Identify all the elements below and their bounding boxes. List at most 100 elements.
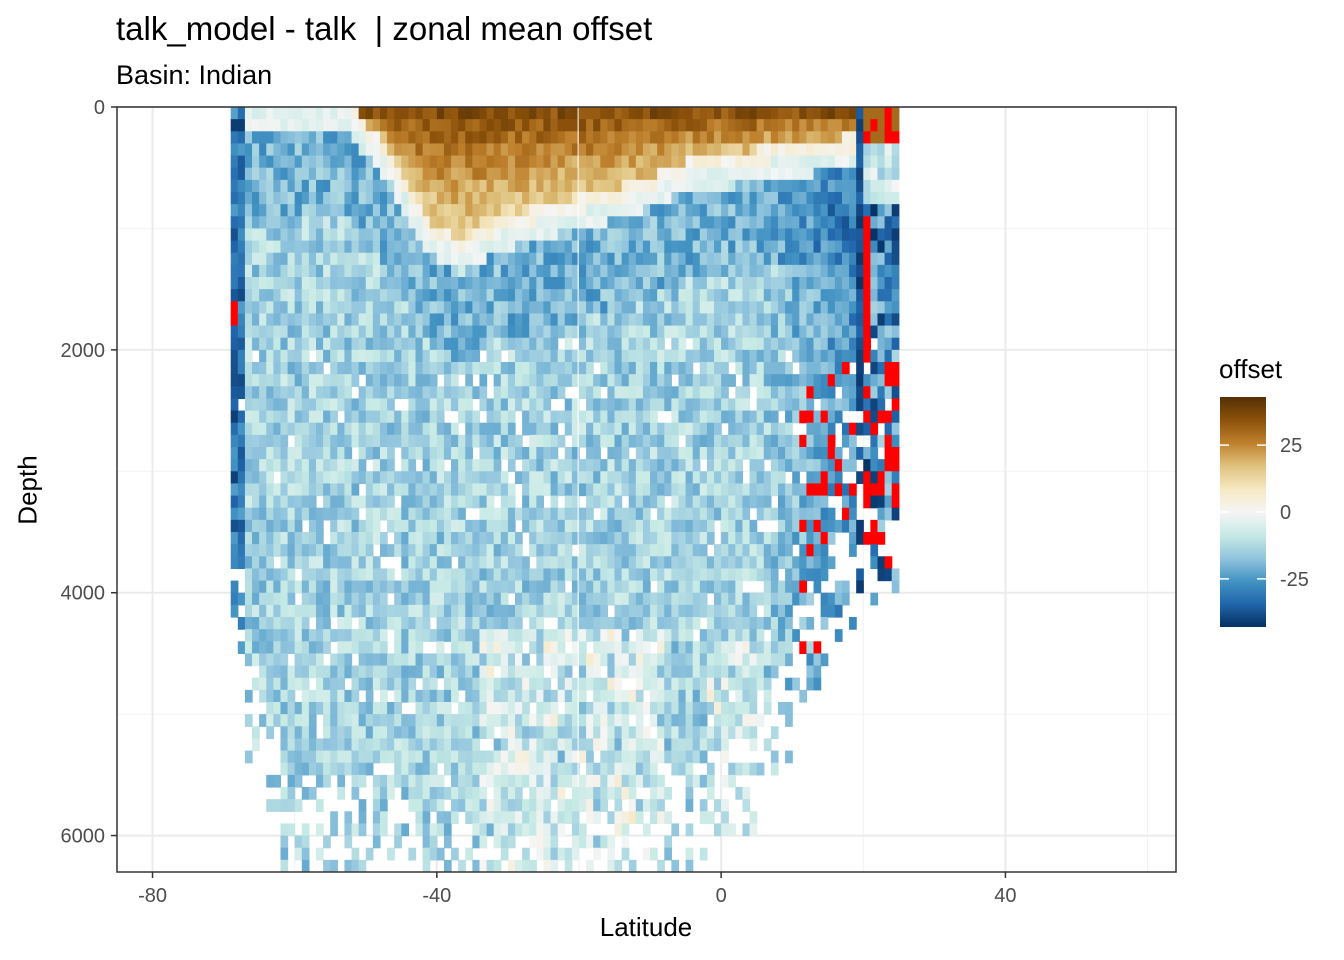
heatmap-cell [344, 507, 353, 521]
heatmap-cell [777, 702, 786, 715]
heatmap-cell [671, 483, 680, 497]
heatmap-cell [657, 519, 665, 533]
heatmap-cell [664, 641, 672, 655]
heatmap-cell [557, 750, 566, 764]
heatmap-cell [877, 495, 886, 509]
heatmap-cell [379, 374, 388, 387]
heatmap-cell [486, 617, 495, 630]
heatmap-cell [280, 847, 289, 861]
heatmap-cell [834, 313, 843, 327]
heatmap-cell [351, 726, 360, 740]
heatmap-cell [337, 532, 346, 545]
heatmap-cell [806, 277, 815, 290]
heatmap-cell [756, 192, 765, 205]
heatmap-cell [642, 422, 651, 436]
heatmap-cell [543, 167, 552, 181]
heatmap-cell [550, 167, 559, 181]
heatmap-cell [742, 216, 751, 230]
heatmap-cell [458, 787, 466, 800]
heatmap-cell [792, 119, 800, 132]
heatmap-cell [607, 216, 616, 230]
heatmap-cell [749, 568, 758, 582]
heatmap-cell [372, 313, 381, 327]
heatmap-cell [841, 277, 850, 290]
heatmap-cell [244, 107, 253, 120]
heatmap-cell [578, 349, 587, 363]
heatmap-cell [273, 532, 282, 545]
heatmap-cell [337, 459, 346, 472]
heatmap-cell [870, 459, 879, 472]
heatmap-cell [564, 398, 573, 412]
heatmap-cell [358, 167, 367, 181]
heatmap-cell [372, 507, 381, 521]
heatmap-cell [785, 617, 793, 630]
heatmap-cell [458, 179, 466, 193]
heatmap-cell [699, 410, 708, 424]
heatmap-cell [387, 774, 395, 788]
heatmap-cell [650, 240, 658, 254]
heatmap-cell [770, 459, 779, 472]
heatmap-cell [280, 459, 289, 472]
heatmap-cell [849, 386, 857, 400]
heatmap-cell [344, 580, 353, 594]
heatmap-cell [685, 264, 694, 278]
heatmap-cell [671, 204, 680, 217]
heatmap-cell [294, 155, 303, 169]
heatmap-cell [472, 362, 481, 375]
heatmap-cell [493, 301, 502, 315]
heatmap-cell [820, 544, 829, 557]
heatmap-cell [571, 240, 580, 254]
heatmap-cell [714, 264, 722, 278]
heatmap-cell [728, 568, 736, 582]
heatmap-cell [635, 774, 644, 788]
heatmap-cell [834, 580, 843, 594]
heatmap-cell [316, 131, 324, 145]
heatmap-cell [841, 107, 850, 120]
heatmap-cell [515, 774, 523, 788]
heatmap-cell [564, 422, 573, 436]
heatmap-cell [678, 119, 687, 132]
heatmap-cell [529, 592, 537, 606]
heatmap-cell [657, 264, 665, 278]
heatmap-cell [244, 119, 253, 132]
heatmap-cell [806, 337, 815, 351]
heatmap-cell [372, 143, 381, 157]
heatmap-cell [657, 337, 665, 351]
heatmap-cell [813, 325, 822, 339]
heatmap-cell [806, 240, 815, 254]
heatmap-cell [820, 386, 829, 400]
heatmap-cell [721, 568, 729, 582]
heatmap-cell [500, 847, 509, 861]
heatmap-cell [443, 216, 452, 230]
heatmap-cell [301, 702, 310, 715]
heatmap-cell [564, 714, 573, 727]
heatmap-cell [706, 155, 715, 169]
heatmap-cell [742, 277, 751, 290]
heatmap-cell [443, 119, 452, 132]
heatmap-cell [799, 107, 808, 120]
heatmap-cell [699, 167, 708, 181]
heatmap-cell [443, 447, 452, 460]
heatmap-cell [436, 532, 445, 545]
heatmap-cell [458, 228, 466, 242]
heatmap-cell [429, 398, 438, 412]
heatmap-cell [323, 143, 331, 157]
heatmap-cell [735, 604, 744, 618]
heatmap-cell [692, 228, 701, 242]
heatmap-cell [642, 325, 651, 339]
heatmap-cell [721, 604, 729, 618]
heatmap-cell [621, 325, 630, 339]
heatmap-cell [394, 107, 402, 120]
heatmap-cell [323, 107, 331, 120]
heatmap-cell [706, 107, 715, 120]
heatmap-cell [628, 762, 637, 776]
heatmap-cell [593, 762, 601, 776]
heatmap-cell [287, 301, 296, 315]
heatmap-cell [372, 374, 381, 387]
heatmap-cell [344, 107, 353, 120]
heatmap-cell [550, 434, 559, 448]
heatmap-cell [451, 264, 459, 278]
heatmap-cell [543, 532, 552, 545]
heatmap-cell [806, 228, 815, 242]
